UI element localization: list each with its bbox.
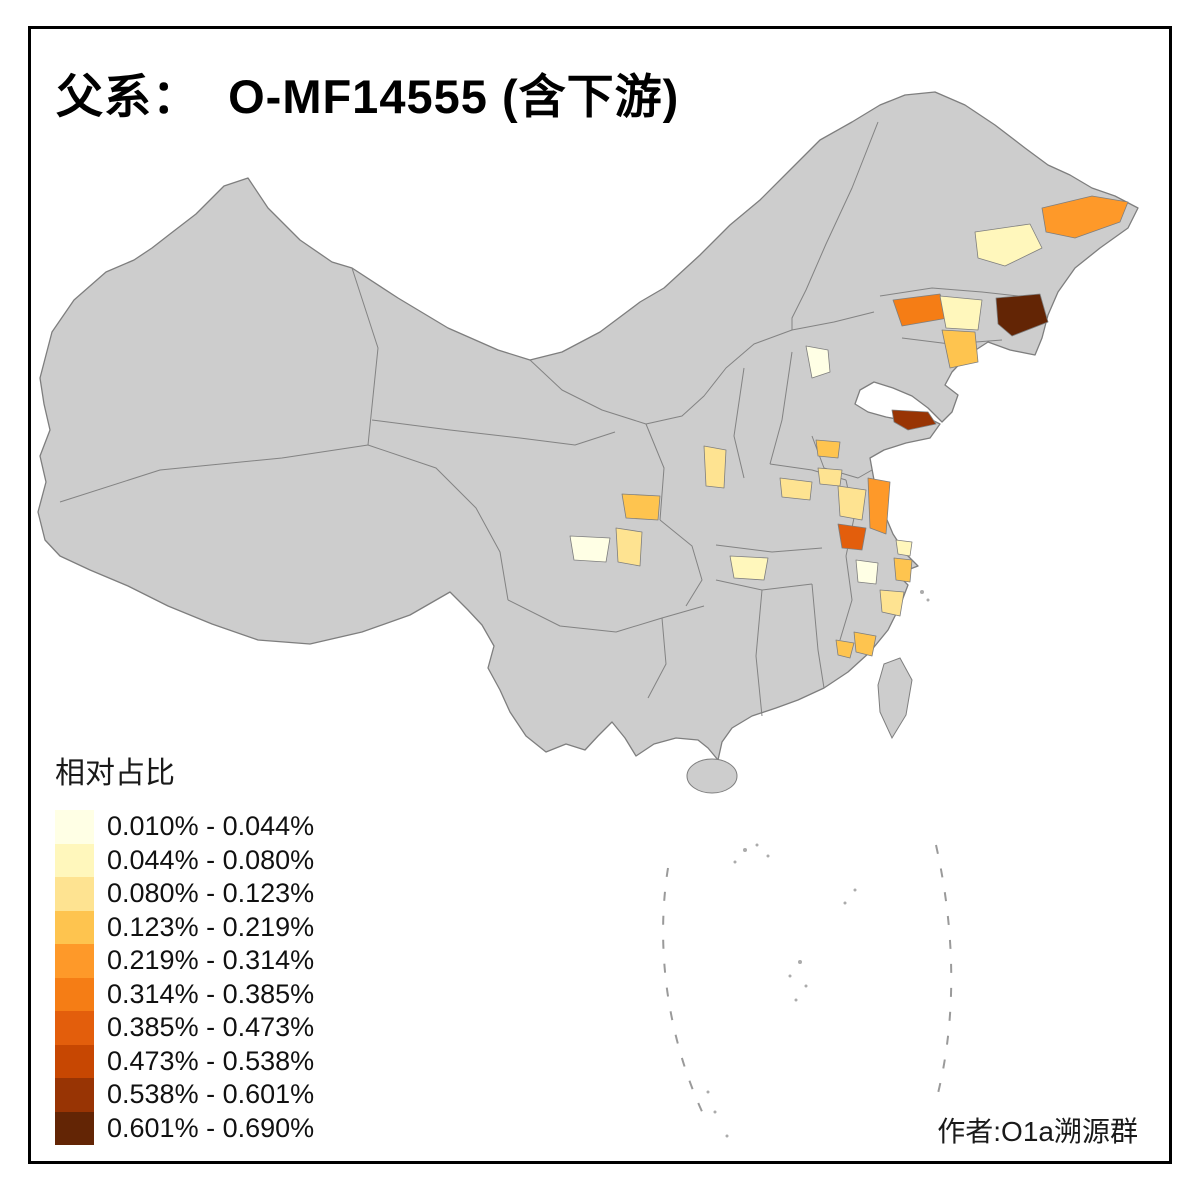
- highlighted-prefecture: [893, 557, 913, 583]
- highlighted-prefecture: [615, 527, 643, 567]
- taiwan-island: [877, 657, 913, 740]
- legend-label: 0.314% - 0.385%: [107, 978, 315, 1009]
- legend-row: 0.314% - 0.385%: [55, 977, 315, 1011]
- author-credit: 作者:O1a溯源群: [937, 1116, 1138, 1147]
- legend-label: 0.080% - 0.123%: [107, 878, 315, 909]
- figure-title: 父系： O-MF14555 (含下游): [56, 70, 680, 123]
- highlighted-prefecture: [895, 539, 913, 557]
- mainland-outline: [37, 91, 1139, 761]
- legend-swatch: [55, 977, 94, 1011]
- highlighted-prefecture: [837, 485, 867, 521]
- legend-rows: 0.010% - 0.044% 0.044% - 0.080% 0.080% -…: [55, 810, 314, 1145]
- legend-row: 0.473% - 0.538%: [55, 1044, 315, 1078]
- legend-label: 0.123% - 0.219%: [107, 911, 315, 942]
- legend-row: 0.010% - 0.044%: [55, 810, 314, 844]
- legend-swatch: [55, 843, 94, 877]
- highlighted-prefecture: [569, 535, 611, 563]
- legend-row: 0.044% - 0.080%: [55, 843, 315, 877]
- legend-swatch: [55, 1111, 94, 1145]
- highlighted-prefecture: [974, 223, 1043, 267]
- highlighted-prefecture: [815, 439, 841, 459]
- legend-swatch: [55, 1011, 94, 1045]
- legend-label: 0.010% - 0.044%: [107, 811, 315, 842]
- legend-label: 0.044% - 0.080%: [107, 844, 315, 875]
- highlighted-prefecture: [729, 555, 769, 581]
- highlighted-prefectures: [569, 195, 1129, 659]
- highlighted-prefecture: [939, 295, 983, 331]
- legend-row: 0.385% - 0.473%: [55, 1011, 314, 1045]
- highlighted-prefecture: [621, 493, 661, 521]
- legend-swatch: [55, 1078, 94, 1112]
- highlighted-prefecture: [995, 293, 1049, 337]
- highlighted-prefecture: [867, 477, 891, 535]
- highlighted-prefecture: [837, 523, 867, 551]
- legend-row: 0.123% - 0.219%: [55, 910, 315, 944]
- hainan-island: [686, 758, 738, 794]
- nine-dash-line: [662, 844, 953, 1119]
- legend-label: 0.219% - 0.314%: [107, 945, 315, 976]
- legend-label: 0.538% - 0.601%: [107, 1079, 315, 1110]
- highlighted-prefecture: [855, 559, 879, 585]
- legend-label: 0.385% - 0.473%: [107, 1012, 315, 1043]
- legend-label: 0.473% - 0.538%: [107, 1045, 315, 1076]
- highlighted-prefecture: [703, 445, 727, 489]
- legend-title: 相对占比: [55, 757, 175, 790]
- highlighted-prefecture: [853, 631, 877, 657]
- highlighted-prefecture: [779, 477, 813, 501]
- legend-swatch: [55, 1044, 94, 1078]
- legend-label: 0.601% - 0.690%: [107, 1112, 315, 1143]
- highlighted-prefecture: [941, 329, 979, 369]
- legend-row: 0.080% - 0.123%: [55, 877, 314, 911]
- legend-swatch: [55, 944, 94, 978]
- legend-swatch: [55, 877, 94, 911]
- south-china-sea-islands: [706, 590, 930, 1138]
- highlighted-prefecture: [1041, 195, 1129, 239]
- legend-swatch: [55, 910, 94, 944]
- legend-row: 0.538% - 0.601%: [55, 1078, 314, 1112]
- legend: 相对占比 0.010% - 0.044% 0.044% - 0.080% 0.0…: [55, 748, 314, 1145]
- legend-swatch: [55, 810, 94, 844]
- highlighted-prefecture: [817, 467, 843, 487]
- highlighted-prefecture: [805, 345, 831, 379]
- highlighted-prefecture: [835, 639, 855, 659]
- legend-row: 0.219% - 0.314%: [55, 944, 314, 978]
- highlighted-prefecture: [891, 409, 937, 431]
- legend-row: 0.601% - 0.690%: [55, 1111, 315, 1145]
- highlighted-prefecture: [879, 589, 905, 617]
